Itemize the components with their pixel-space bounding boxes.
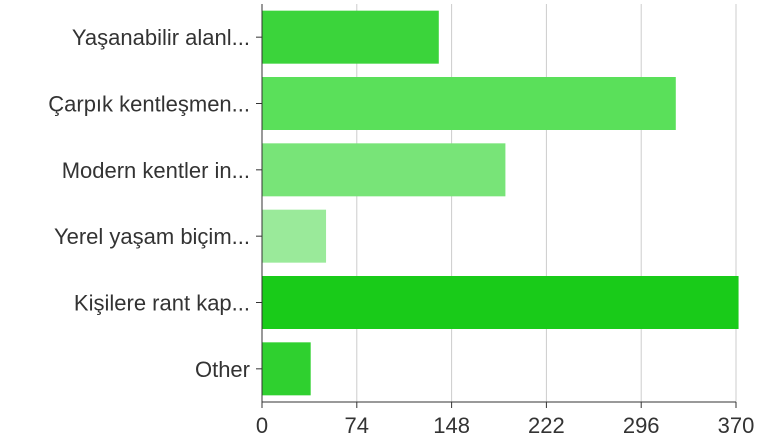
bar-1 xyxy=(262,77,676,130)
bar-5 xyxy=(262,342,311,396)
category-labels: Yaşanabilir alanl... Çarpık kentleşmen...… xyxy=(48,25,250,382)
bar-3 xyxy=(262,209,327,263)
bar-2 xyxy=(262,143,506,197)
bars xyxy=(262,10,739,396)
bar-4 xyxy=(262,276,739,329)
grid-lines xyxy=(261,4,737,402)
bar-0 xyxy=(262,10,439,64)
axes xyxy=(256,4,737,408)
category-label-2: Modern kentler in... xyxy=(62,158,250,183)
tick-labels: 0 74 148 222 296 370 xyxy=(256,413,754,438)
x-tick-label-2: 148 xyxy=(433,413,470,438)
category-label-0: Yaşanabilir alanl... xyxy=(72,25,250,50)
x-tick-label-5: 370 xyxy=(718,413,755,438)
x-tick-label-3: 222 xyxy=(528,413,565,438)
category-label-4: Kişilere rant kap... xyxy=(74,291,250,316)
category-label-1: Çarpık kentleşmen... xyxy=(48,92,250,117)
x-tick-label-1: 74 xyxy=(345,413,369,438)
x-tick-label-0: 0 xyxy=(256,413,268,438)
x-tick-label-4: 296 xyxy=(623,413,660,438)
category-label-3: Yerel yaşam biçim... xyxy=(54,224,250,249)
category-label-5: Other xyxy=(195,357,250,382)
